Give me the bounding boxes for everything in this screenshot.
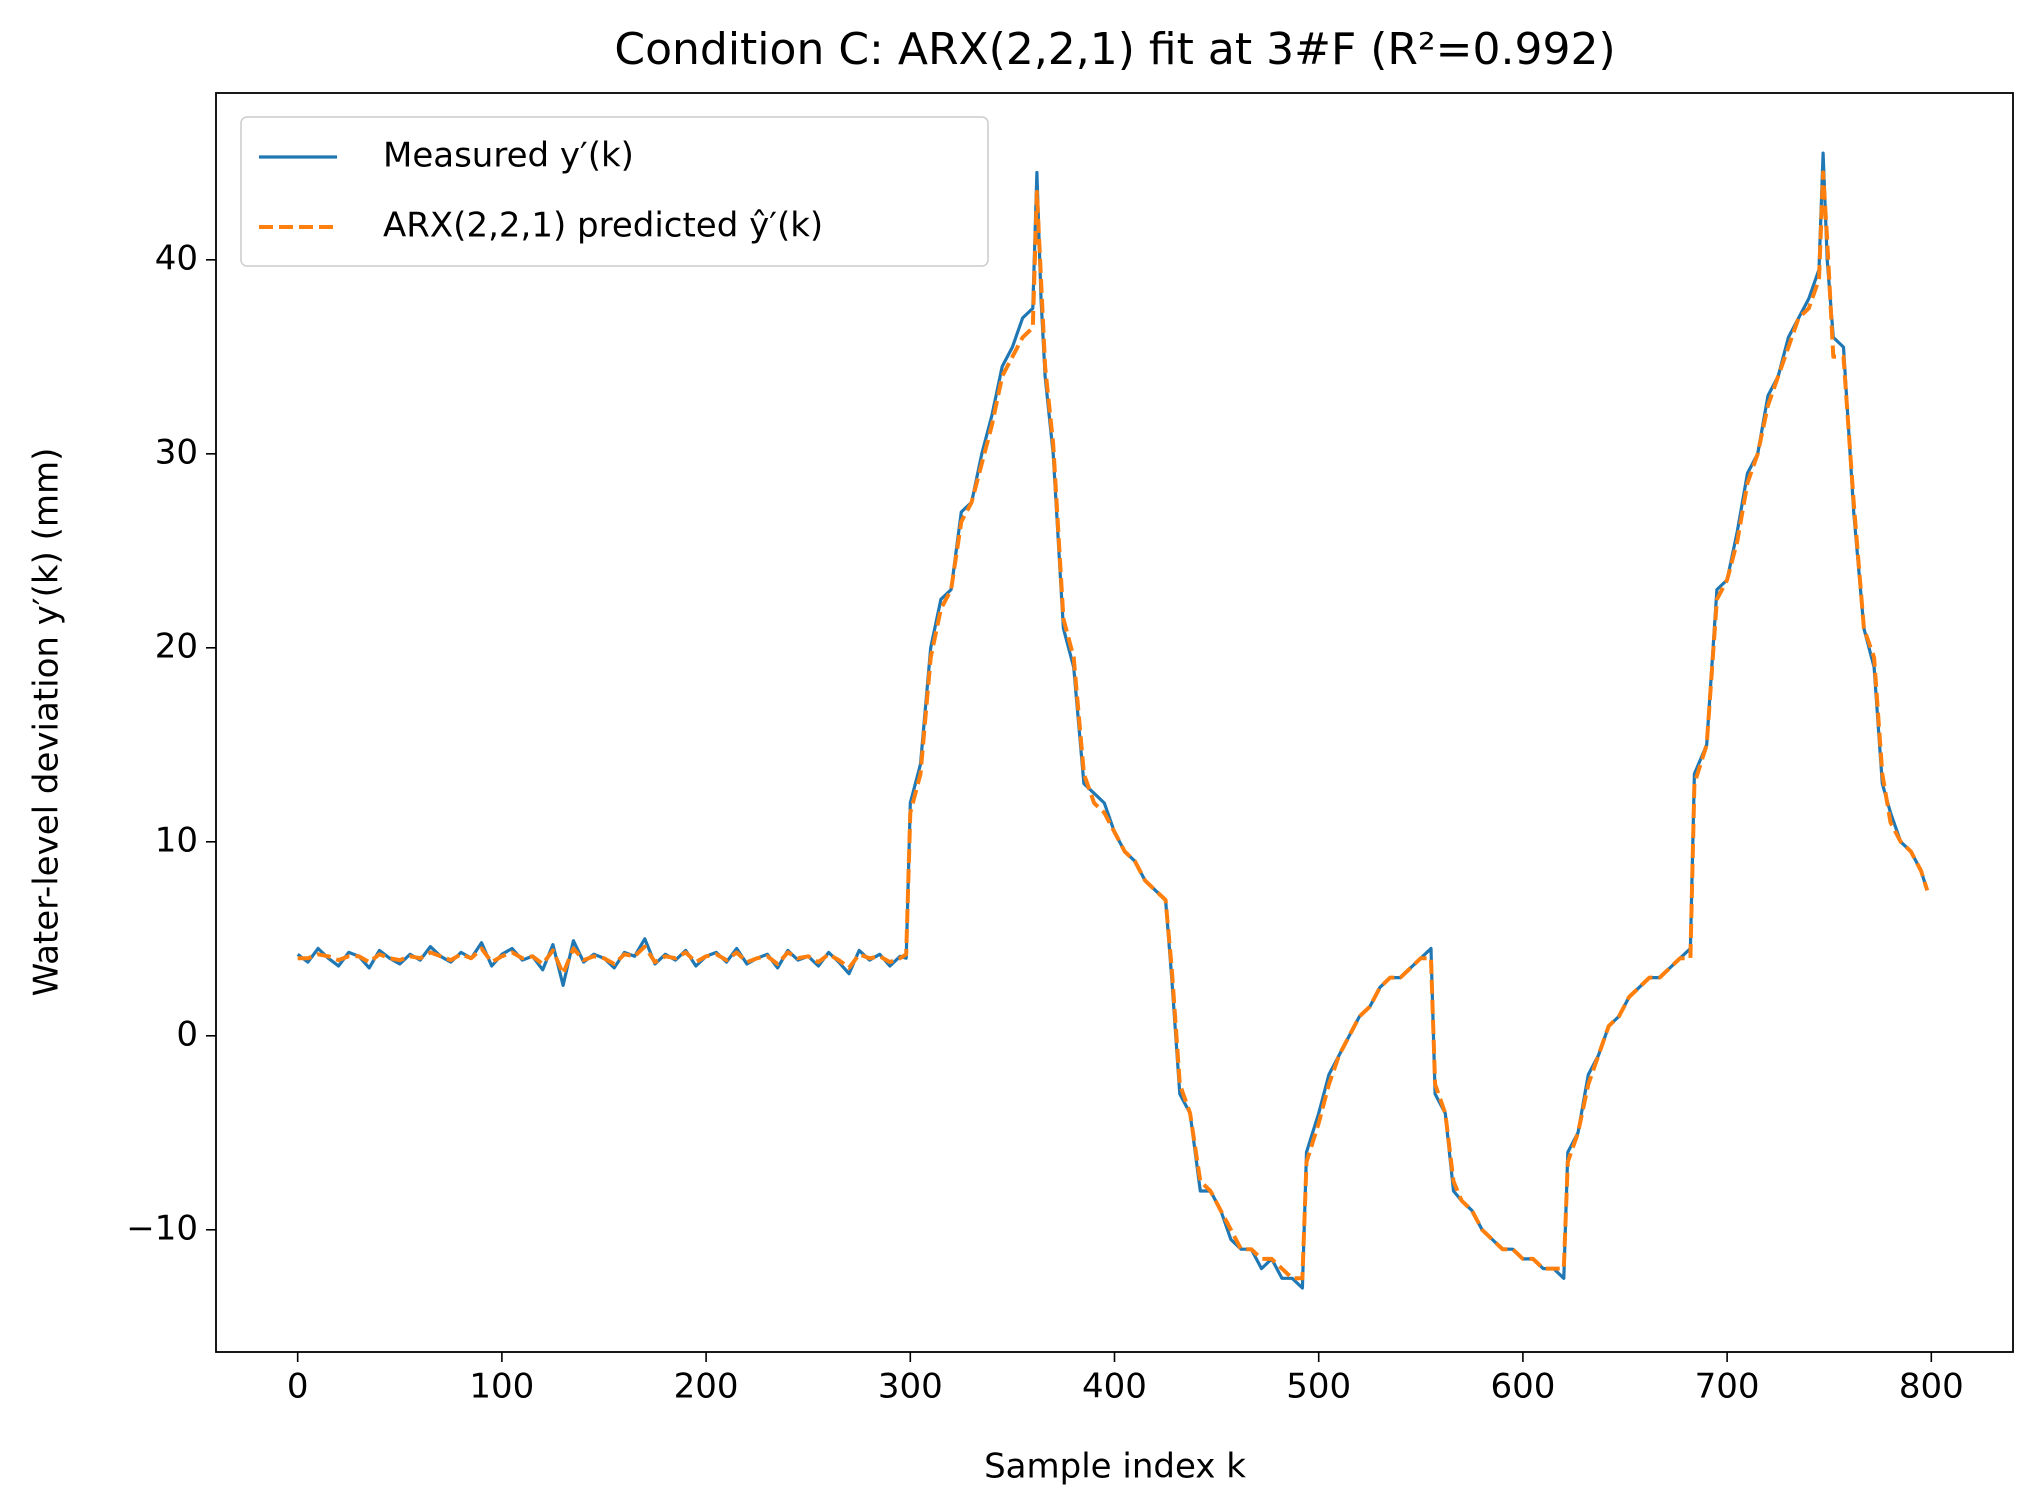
x-tick-label: 100 — [469, 1367, 534, 1407]
x-axis-label: Sample index k — [984, 1447, 1246, 1487]
legend-label: Measured y′(k) — [383, 136, 634, 176]
x-tick-label: 0 — [287, 1367, 309, 1407]
y-tick-label: 40 — [155, 238, 198, 278]
legend-box — [240, 116, 989, 267]
x-tick-label: 300 — [878, 1367, 943, 1407]
x-tick-label: 800 — [1899, 1367, 1964, 1407]
x-tick-label: 500 — [1286, 1367, 1351, 1407]
series-line — [297, 170, 1930, 1281]
y-tick-label: 0 — [176, 1014, 198, 1054]
y-tick-label: 20 — [155, 626, 198, 666]
y-tick-label: 30 — [155, 432, 198, 472]
x-tick-label: 600 — [1490, 1367, 1555, 1407]
y-tick-label: 10 — [155, 820, 198, 860]
y-axis-label: Water-level deviation y′(k) (mm) — [27, 448, 67, 997]
series-line — [296, 151, 1929, 1290]
chart-title: Condition C: ARX(2,2,1) fit at 3#F (R²=0… — [614, 24, 1615, 75]
y-tick-label: −10 — [126, 1208, 198, 1248]
x-tick-label: 200 — [674, 1367, 739, 1407]
plot-frame — [215, 92, 2014, 1353]
x-tick-label: 700 — [1695, 1367, 1760, 1407]
x-tick-label: 400 — [1082, 1367, 1147, 1407]
legend-label: ARX(2,2,1) predicted ŷ′(k) — [383, 206, 823, 246]
